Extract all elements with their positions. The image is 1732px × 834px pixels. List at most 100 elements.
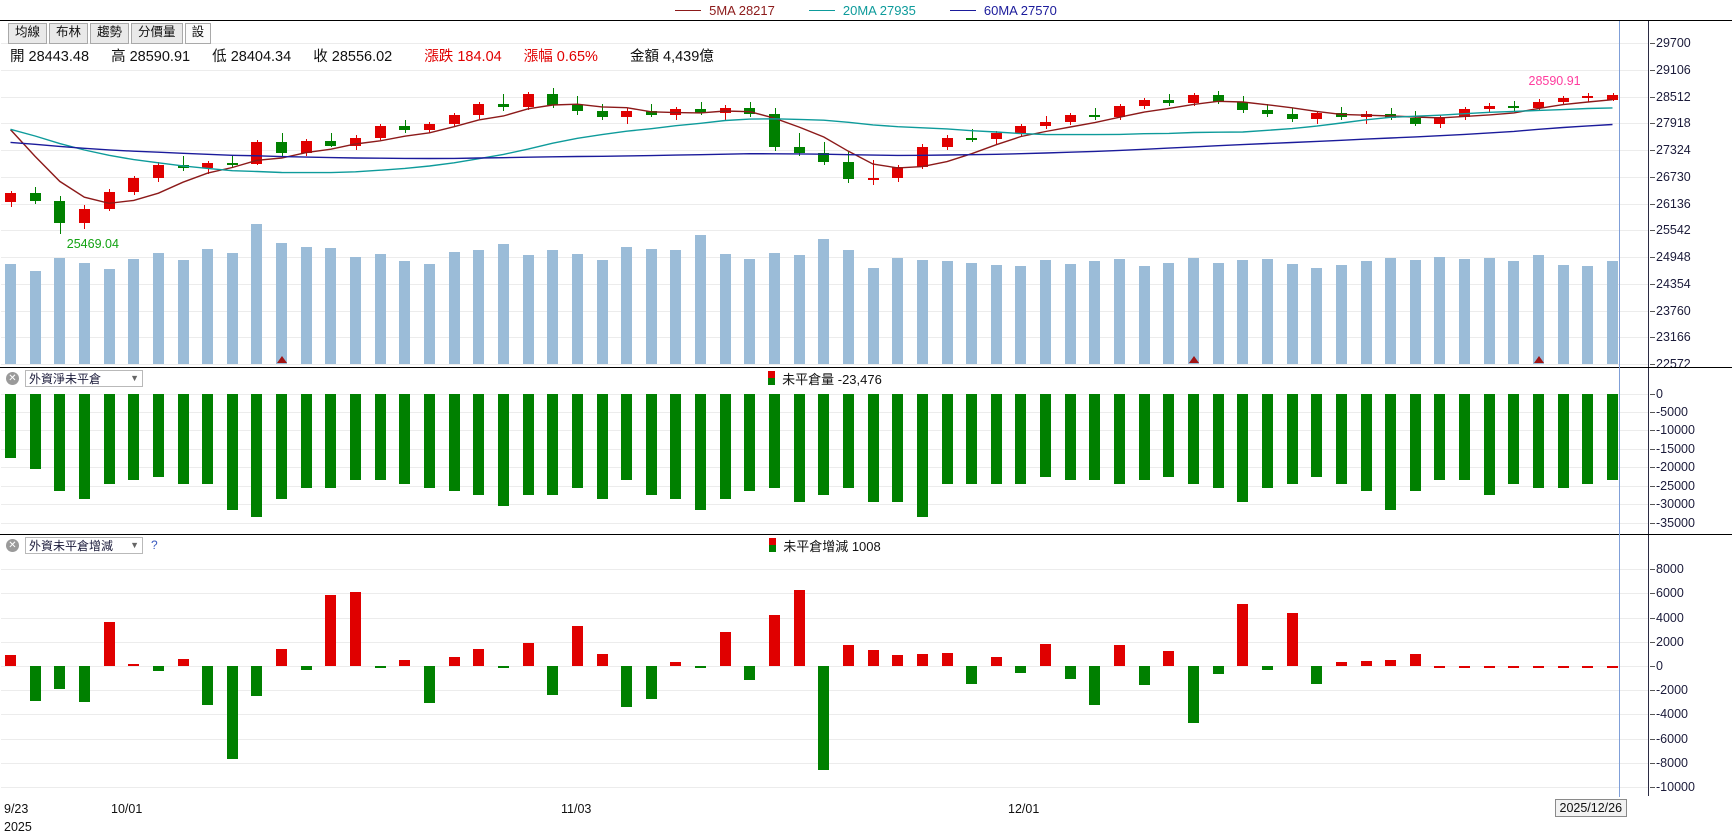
candle-body: [1409, 117, 1421, 125]
open-interest-change-axis: 8000 6000 4000 2000 0 -2000 -4000 -6000 -8000 -10…: [1650, 535, 1732, 796]
crosshair-vertical-line: [1618, 21, 1620, 368]
volume-bar: [1483, 257, 1495, 364]
candle-body: [202, 162, 214, 169]
volume-bar: [1557, 265, 1569, 364]
candle-wick: [232, 155, 234, 168]
axis-tick-mark: [1650, 522, 1655, 524]
axis-tick-mark: [1650, 569, 1655, 571]
close-circle-icon[interactable]: ✕: [6, 538, 19, 552]
open-interest-change-bar: [1286, 612, 1298, 666]
open-value: 28443.48: [28, 49, 90, 65]
open-interest-bar: [1360, 393, 1372, 492]
candle-body: [1483, 106, 1495, 110]
open-interest-bar: [1508, 393, 1520, 484]
volume-bar: [621, 246, 633, 364]
volume-bar: [1114, 258, 1126, 364]
open-interest-change-bar: [300, 665, 312, 670]
candle-body: [350, 137, 362, 146]
open-interest-panel: 0 -5000 -10000 -15000 -20000 -25000 -30000 -350…: [0, 367, 1732, 535]
candle-body: [300, 141, 312, 154]
candle-body: [325, 141, 337, 146]
open-interest-change-bar: [5, 655, 16, 666]
open-interest-bar: [473, 393, 485, 496]
axis-tick-label: -30000: [1656, 497, 1695, 512]
open-interest-indicator-value: 外資淨未平倉: [29, 371, 102, 386]
open-interest-change-bar: [497, 665, 509, 668]
volume-bar: [29, 271, 41, 364]
candle-body: [1311, 112, 1323, 119]
open-interest-change-indicator-select[interactable]: 外資未平倉增減 ▼: [25, 536, 143, 554]
open-interest-change-bar: [842, 645, 854, 666]
open-interest-bar: [695, 393, 707, 510]
pct-change-label: 漲幅: [523, 49, 553, 65]
candle-body: [842, 162, 854, 179]
open-interest-indicator-select[interactable]: 外資淨未平倉 ▼: [25, 369, 143, 387]
open-interest-bar: [793, 393, 805, 503]
price-plot-area[interactable]: [1, 21, 1649, 367]
open-interest-change-bar: [1064, 665, 1076, 680]
legend-item-ma20[interactable]: 20MA 27935: [808, 3, 916, 18]
candle-body: [769, 114, 781, 148]
gridline: [1, 176, 1648, 178]
open-interest-change-bar: [867, 650, 879, 666]
legend-item-ma5[interactable]: 5MA 28217: [675, 3, 775, 18]
open-interest-change-bar: [793, 589, 805, 666]
axis-tick-mark: [1650, 738, 1655, 740]
gridline: [1, 786, 1648, 788]
volume-bar: [202, 249, 214, 364]
open-interest-change-plot-area[interactable]: [1, 535, 1649, 796]
open-interest-bar: [719, 393, 731, 499]
axis-tick-mark: [1650, 665, 1655, 667]
candle-body: [867, 178, 879, 181]
open-interest-bar: [621, 393, 633, 481]
open-interest-bar: [300, 393, 312, 488]
candle-body: [276, 142, 288, 154]
open-interest-bar: [990, 393, 1002, 484]
axis-tick-mark: [1650, 617, 1655, 619]
open-interest-change-bar: [1508, 665, 1520, 668]
open-interest-bar: [325, 393, 337, 488]
volume-bar: [670, 250, 682, 364]
axis-tick-label: 24948: [1656, 250, 1691, 264]
axis-tick-mark: [1650, 203, 1655, 205]
volume-bar: [374, 254, 386, 364]
legend-item-ma60[interactable]: 60MA 27570: [949, 3, 1057, 18]
open-interest-change-bar: [1434, 665, 1446, 668]
high-label: 高: [111, 49, 126, 65]
volume-bar: [325, 247, 337, 364]
axis-tick-mark: [1650, 714, 1655, 716]
volume-bar: [128, 258, 140, 364]
volume-bar: [1212, 262, 1224, 364]
cursor-date-box: 2025/12/26: [1554, 799, 1628, 817]
open-interest-change-bar: [177, 658, 189, 666]
close-circle-icon[interactable]: ✕: [6, 371, 19, 385]
candle-body: [547, 94, 559, 105]
bollinger-button[interactable]: 布林: [49, 23, 89, 44]
settings-button[interactable]: 設: [184, 23, 212, 44]
axis-tick-label: -35000: [1656, 515, 1695, 530]
axis-tick-label: 26730: [1656, 169, 1691, 184]
axis-tick-label: 23166: [1656, 330, 1691, 345]
open-interest-change-bar: [719, 632, 731, 666]
ma-line-20: [10, 107, 1613, 174]
open-interest-bar: [497, 393, 509, 507]
axis-tick-mark: [1650, 69, 1655, 71]
open-interest-bar: [818, 393, 830, 496]
volume-bar: [1286, 263, 1298, 364]
date-axis-label: 11/03: [561, 802, 592, 816]
volume-bar: [54, 257, 66, 364]
open-interest-plot-area[interactable]: [1, 368, 1649, 534]
open-interest-panel-header: ✕ 外資淨未平倉 ▼: [0, 368, 1650, 388]
amount-value: 4,439億: [663, 49, 714, 65]
volume-bar: [645, 249, 657, 364]
open-interest-bar: [1261, 393, 1273, 488]
open-interest-change-bar: [1409, 653, 1421, 666]
help-icon[interactable]: ?: [151, 538, 158, 552]
axis-tick-label: -5000: [1656, 405, 1688, 419]
price-volume-button[interactable]: 分價量: [131, 23, 183, 44]
volume-bar: [448, 251, 460, 364]
close-label: 收: [313, 49, 328, 65]
trend-button[interactable]: 趨勢: [90, 23, 130, 44]
volume-bar: [399, 261, 411, 364]
ma-button[interactable]: 均線: [8, 23, 48, 44]
